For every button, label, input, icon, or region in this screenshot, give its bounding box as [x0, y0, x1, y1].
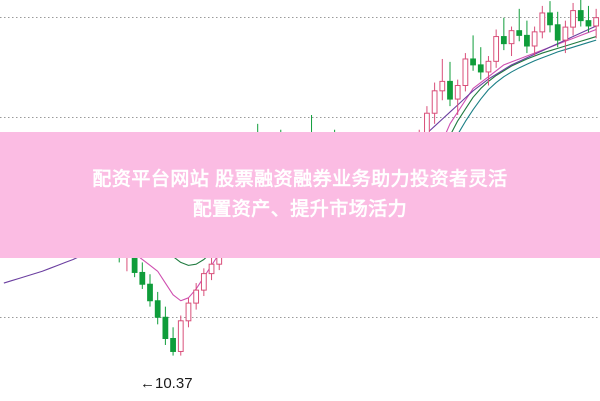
candle-21	[162, 306, 169, 345]
candle-77	[593, 8, 600, 39]
candle-24	[185, 297, 192, 328]
candle-69	[531, 26, 538, 57]
candle-22	[170, 327, 176, 356]
candle-72	[554, 11, 561, 48]
candle-23	[177, 315, 184, 356]
candle-58	[447, 61, 453, 107]
annotation-arrow-icon: ←	[140, 375, 155, 392]
annotation-value: 10.37	[155, 375, 193, 392]
candle-26	[200, 268, 207, 297]
candle-56	[431, 82, 438, 124]
candle-64	[493, 29, 500, 68]
banner-line-2: 配置资产、提升市场活力	[192, 199, 408, 220]
candle-62	[477, 47, 484, 80]
candle-20	[154, 291, 161, 325]
candle-67	[516, 8, 523, 42]
promo-banner-overlay: 配资平台网站 股票融资融券业务助力投资者灵活 配置资产、提升市场活力	[0, 132, 600, 258]
candle-60	[462, 53, 469, 92]
candle-61	[470, 35, 476, 71]
candle-25	[193, 283, 200, 310]
candle-63	[485, 56, 492, 86]
candle-19	[147, 274, 153, 307]
candle-74	[570, 2, 576, 36]
candle-57	[439, 58, 446, 101]
candle-65	[500, 17, 507, 51]
candle-71	[547, 1, 553, 33]
candle-18	[139, 262, 146, 289]
candle-76	[585, 5, 592, 33]
candle-75	[577, 0, 584, 27]
candle-66	[508, 26, 515, 57]
candle-73	[562, 20, 569, 54]
price-annotation: ←10.37	[140, 375, 193, 392]
candle-59	[454, 79, 461, 115]
banner-line-1: 配资平台网站 股票融资融券业务助力投资者灵活	[92, 169, 508, 190]
candle-70	[539, 5, 546, 39]
candle-68	[524, 20, 530, 54]
